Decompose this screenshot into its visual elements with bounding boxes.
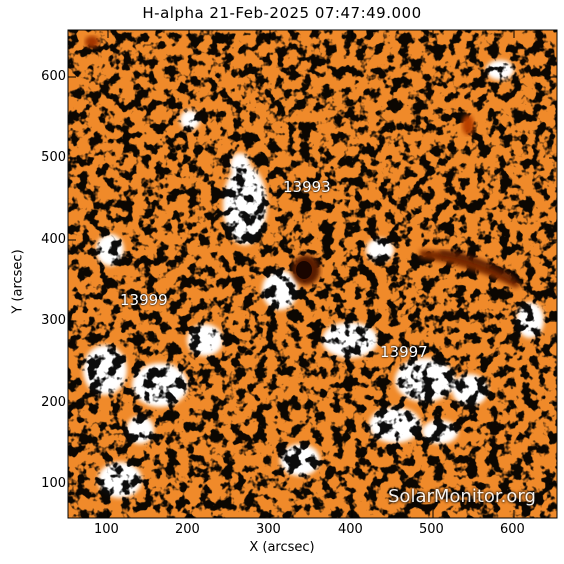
axis-ticks bbox=[68, 30, 557, 518]
x-axis-label: X (arcsec) bbox=[249, 540, 315, 555]
image-title: H-alpha 21-Feb-2025 07:47:49.000 bbox=[142, 4, 422, 22]
filament bbox=[420, 250, 522, 288]
active-region-label: 13999 bbox=[120, 291, 168, 309]
x-tick-label: 200 bbox=[175, 522, 200, 537]
x-tick-label: 600 bbox=[500, 522, 525, 537]
sunspot bbox=[292, 255, 320, 285]
active-region-label: 13997 bbox=[380, 343, 428, 361]
x-tick-label: 500 bbox=[419, 522, 444, 537]
y-tick-label: 500 bbox=[41, 150, 66, 165]
x-tick-label: 300 bbox=[256, 522, 281, 537]
y-tick-label: 100 bbox=[41, 476, 66, 491]
y-tick-label: 400 bbox=[41, 232, 66, 247]
x-tick-label: 100 bbox=[94, 522, 119, 537]
y-axis-label: Y (arcsec) bbox=[10, 249, 26, 314]
x-tick-label: 400 bbox=[338, 522, 363, 537]
watermark: SolarMonitor.org bbox=[388, 486, 536, 507]
y-tick-label: 200 bbox=[41, 395, 66, 410]
plot-frame bbox=[67, 29, 558, 519]
active-region-label: 13993 bbox=[283, 178, 331, 196]
y-tick-label: 600 bbox=[41, 69, 66, 84]
y-tick-label: 300 bbox=[41, 313, 66, 328]
